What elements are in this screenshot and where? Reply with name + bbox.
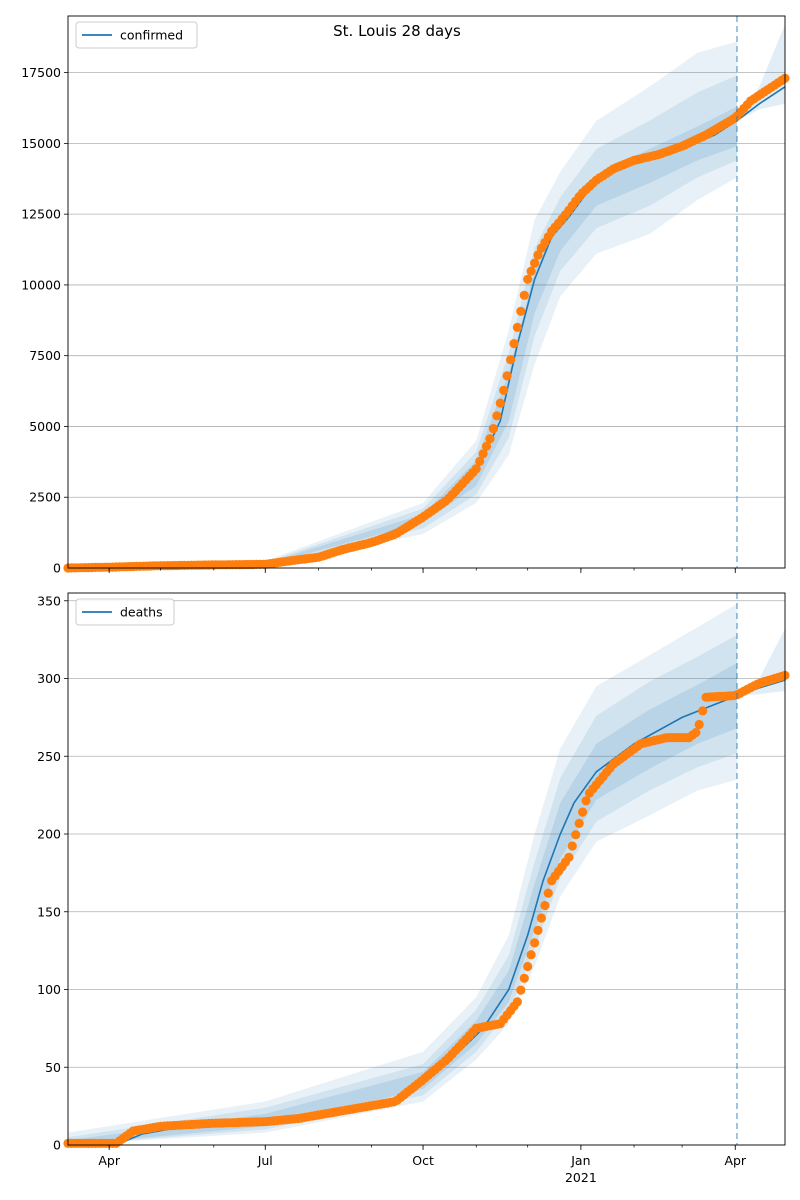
y-tick-label: 10000 — [21, 277, 61, 292]
observed-point — [533, 250, 543, 260]
axes-frame — [67, 15, 786, 569]
observed-point — [567, 841, 577, 851]
y-tick-label: 0 — [53, 561, 61, 576]
observed-point — [526, 266, 536, 276]
x-tick-label: Apr — [98, 1153, 120, 1168]
observed-point — [574, 818, 584, 829]
y-tick-label: 50 — [45, 1060, 61, 1075]
observed-point — [481, 441, 492, 451]
legend-label: confirmed — [120, 28, 183, 43]
band-outer — [68, 603, 737, 1145]
x-tick-label: Oct — [412, 1153, 434, 1168]
observed-point — [509, 339, 519, 349]
observed-point — [478, 449, 488, 459]
observed-point — [499, 385, 509, 395]
legend-box — [75, 21, 198, 49]
observed-point — [523, 274, 533, 284]
observed-point — [488, 424, 498, 434]
observed-point — [519, 290, 529, 300]
observed-point — [495, 398, 505, 408]
observed-point — [698, 706, 708, 716]
observed-point — [530, 258, 540, 268]
chart-title: St. Louis 28 days — [333, 22, 461, 40]
observed-point — [512, 997, 523, 1007]
x-tick-label: Jan — [570, 1153, 590, 1168]
band-middle — [68, 75, 737, 569]
observed-point — [506, 355, 516, 365]
deaths-panel: 0 50 100 150 200 250 300 350 Apr Jul Oct Jan 2021 Apr… — [37, 592, 790, 1185]
observed-point — [502, 371, 512, 381]
x-tick-sublabel: 2021 — [565, 1170, 597, 1185]
y-tick-label: 100 — [37, 982, 61, 997]
observed-point — [516, 306, 526, 316]
band-outer — [68, 41, 737, 568]
y-tick-label: 0 — [53, 1138, 61, 1153]
observed-point — [523, 961, 533, 972]
band-inner — [68, 106, 737, 568]
observed-point — [571, 830, 581, 840]
observed-point — [516, 985, 526, 995]
y-tick-label: 5000 — [29, 419, 61, 434]
observed-point — [536, 913, 547, 923]
band-inner — [68, 663, 737, 1145]
observed-point — [533, 925, 543, 936]
y-tick-label: 200 — [37, 827, 61, 842]
y-tick-label: 250 — [37, 749, 61, 764]
observed-point — [691, 728, 701, 738]
observed-point — [581, 796, 591, 806]
observed-point — [519, 973, 529, 983]
observed-point — [526, 950, 536, 960]
y-tick-label: 350 — [37, 593, 61, 608]
y-tick-label: 300 — [37, 671, 61, 686]
y-tick-label: 2500 — [29, 490, 61, 505]
y-tick-label: 7500 — [29, 348, 61, 363]
observed-point — [475, 456, 485, 466]
observed-point — [471, 464, 481, 474]
observed-point — [492, 411, 502, 421]
observed-point — [540, 900, 550, 911]
observed-point — [543, 888, 553, 898]
observed-point — [512, 322, 523, 332]
observed-point — [530, 938, 540, 948]
y-tick-label: 150 — [37, 904, 61, 919]
legend-label: deaths — [120, 605, 163, 620]
band-middle — [68, 635, 737, 1145]
observed-point — [694, 719, 704, 730]
axes-frame — [67, 592, 786, 1146]
y-tick-label: 17500 — [21, 65, 61, 80]
y-tick-label: 12500 — [21, 207, 61, 222]
legend-box — [75, 598, 175, 626]
confirmed-panel: 0 2500 5000 7500 10000 12500 15000 17500 confirm… — [21, 15, 790, 576]
y-tick-label: 15000 — [21, 136, 61, 151]
observed-point — [485, 434, 495, 444]
observed-point — [578, 807, 588, 817]
x-tick-label: Apr — [724, 1153, 746, 1168]
observed-point — [564, 852, 574, 862]
x-tick-label: Jul — [257, 1153, 273, 1168]
band-forecast — [737, 24, 785, 121]
